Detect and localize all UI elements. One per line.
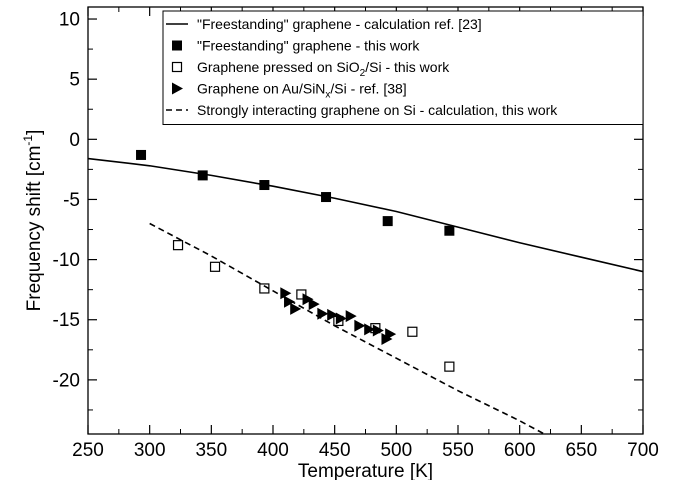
point-au_sinx (317, 307, 329, 320)
x-axis-label: Temperature [K] (298, 461, 433, 480)
y-tick-label: 0 (69, 130, 80, 151)
point-pressed_sio2 (407, 326, 418, 337)
legend-symbol-au_sinx (172, 82, 183, 95)
legend-text: Graphene pressed on SiO (197, 59, 360, 75)
series-line-strong_si (149, 222, 545, 434)
point-au_sinx (385, 328, 397, 341)
x-tick-label: 500 (380, 440, 412, 461)
y-axis-label-superscript: -1 (21, 135, 35, 146)
y-axis-label-end: ] (24, 130, 45, 135)
point-au_sinx (302, 293, 314, 306)
point-au_sinx (372, 324, 384, 337)
x-tick-label: 400 (257, 440, 289, 461)
y-axis-label-main: Frequency shift [cm (24, 146, 45, 312)
legend-text: Graphene on Au/SiN (197, 81, 325, 97)
x-tick-label: 450 (319, 440, 351, 461)
legend-entry-au_sinx: Graphene on Au/SiNx/Si - ref. [38] (197, 81, 407, 101)
series-line-calc_freestanding (88, 157, 643, 273)
point-freestanding_this_work (321, 192, 332, 203)
point-au_sinx (354, 319, 366, 332)
point-freestanding_this_work (197, 170, 208, 181)
x-tick-label: 350 (195, 440, 227, 461)
y-tick-label: -15 (53, 310, 80, 331)
y-tick-label: -20 (53, 370, 80, 391)
legend-entry-freestanding_this_work: "Freestanding" graphene - this work (197, 38, 420, 54)
point-pressed_sio2 (296, 289, 307, 300)
plot-marks (88, 149, 643, 434)
point-au_sinx (284, 295, 296, 308)
legend-text: Strongly interacting graphene on Si - ca… (197, 102, 558, 118)
legend-symbol-freestanding_this_work (172, 40, 182, 51)
point-au_sinx (364, 323, 376, 336)
x-tick-label: 300 (134, 440, 166, 461)
axes: 250 300 350 400 450 500 550 600 650 700 10 5 0 -5 -10 -… (53, 7, 659, 461)
legend-entry-pressed_sio2: Graphene pressed on SiO2/Si - this work (197, 59, 450, 79)
point-au_sinx (335, 312, 347, 325)
x-tick-label: 650 (565, 440, 597, 461)
point-pressed_sio2 (209, 261, 221, 272)
legend-box (162, 10, 644, 125)
y-tick-label: -10 (53, 250, 80, 271)
point-pressed_sio2 (172, 240, 184, 251)
point-freestanding_this_work (444, 225, 455, 236)
y-axis-label: Frequency shift [cm-1] (21, 130, 45, 312)
point-au_sinx (345, 310, 357, 323)
x-tick-label: 700 (627, 440, 659, 461)
x-tick-label: 550 (442, 440, 474, 461)
y-tick-label: 5 (69, 70, 80, 91)
point-au_sinx (290, 302, 302, 315)
point-freestanding_this_work (136, 149, 147, 160)
legend-text-end: /Si - ref. [38] (330, 81, 406, 97)
legend-subscript: x (325, 90, 330, 101)
legend-symbol-pressed_sio2 (171, 61, 183, 73)
legend-text: "Freestanding" graphene - calculation re… (197, 16, 482, 32)
legend-entry-strong_si: Strongly interacting graphene on Si - ca… (197, 102, 558, 118)
legend-subscript: 2 (360, 68, 366, 79)
legend: "Freestanding" graphene - calculation re… (162, 10, 644, 125)
point-freestanding_this_work (382, 216, 393, 227)
x-tick-label: 250 (72, 440, 104, 461)
point-au_sinx (308, 298, 320, 311)
x-tick-label: 600 (504, 440, 536, 461)
point-freestanding_this_work (259, 180, 270, 191)
y-tick-label: 10 (59, 10, 80, 31)
legend-text: "Freestanding" graphene - this work (197, 38, 420, 54)
legend-entry-calc_freestanding: "Freestanding" graphene - calculation re… (197, 16, 482, 32)
point-pressed_sio2 (444, 361, 455, 372)
point-au_sinx (327, 308, 339, 321)
y-tick-label: -5 (63, 190, 80, 211)
legend-text-end: /Si - this work (365, 59, 450, 75)
